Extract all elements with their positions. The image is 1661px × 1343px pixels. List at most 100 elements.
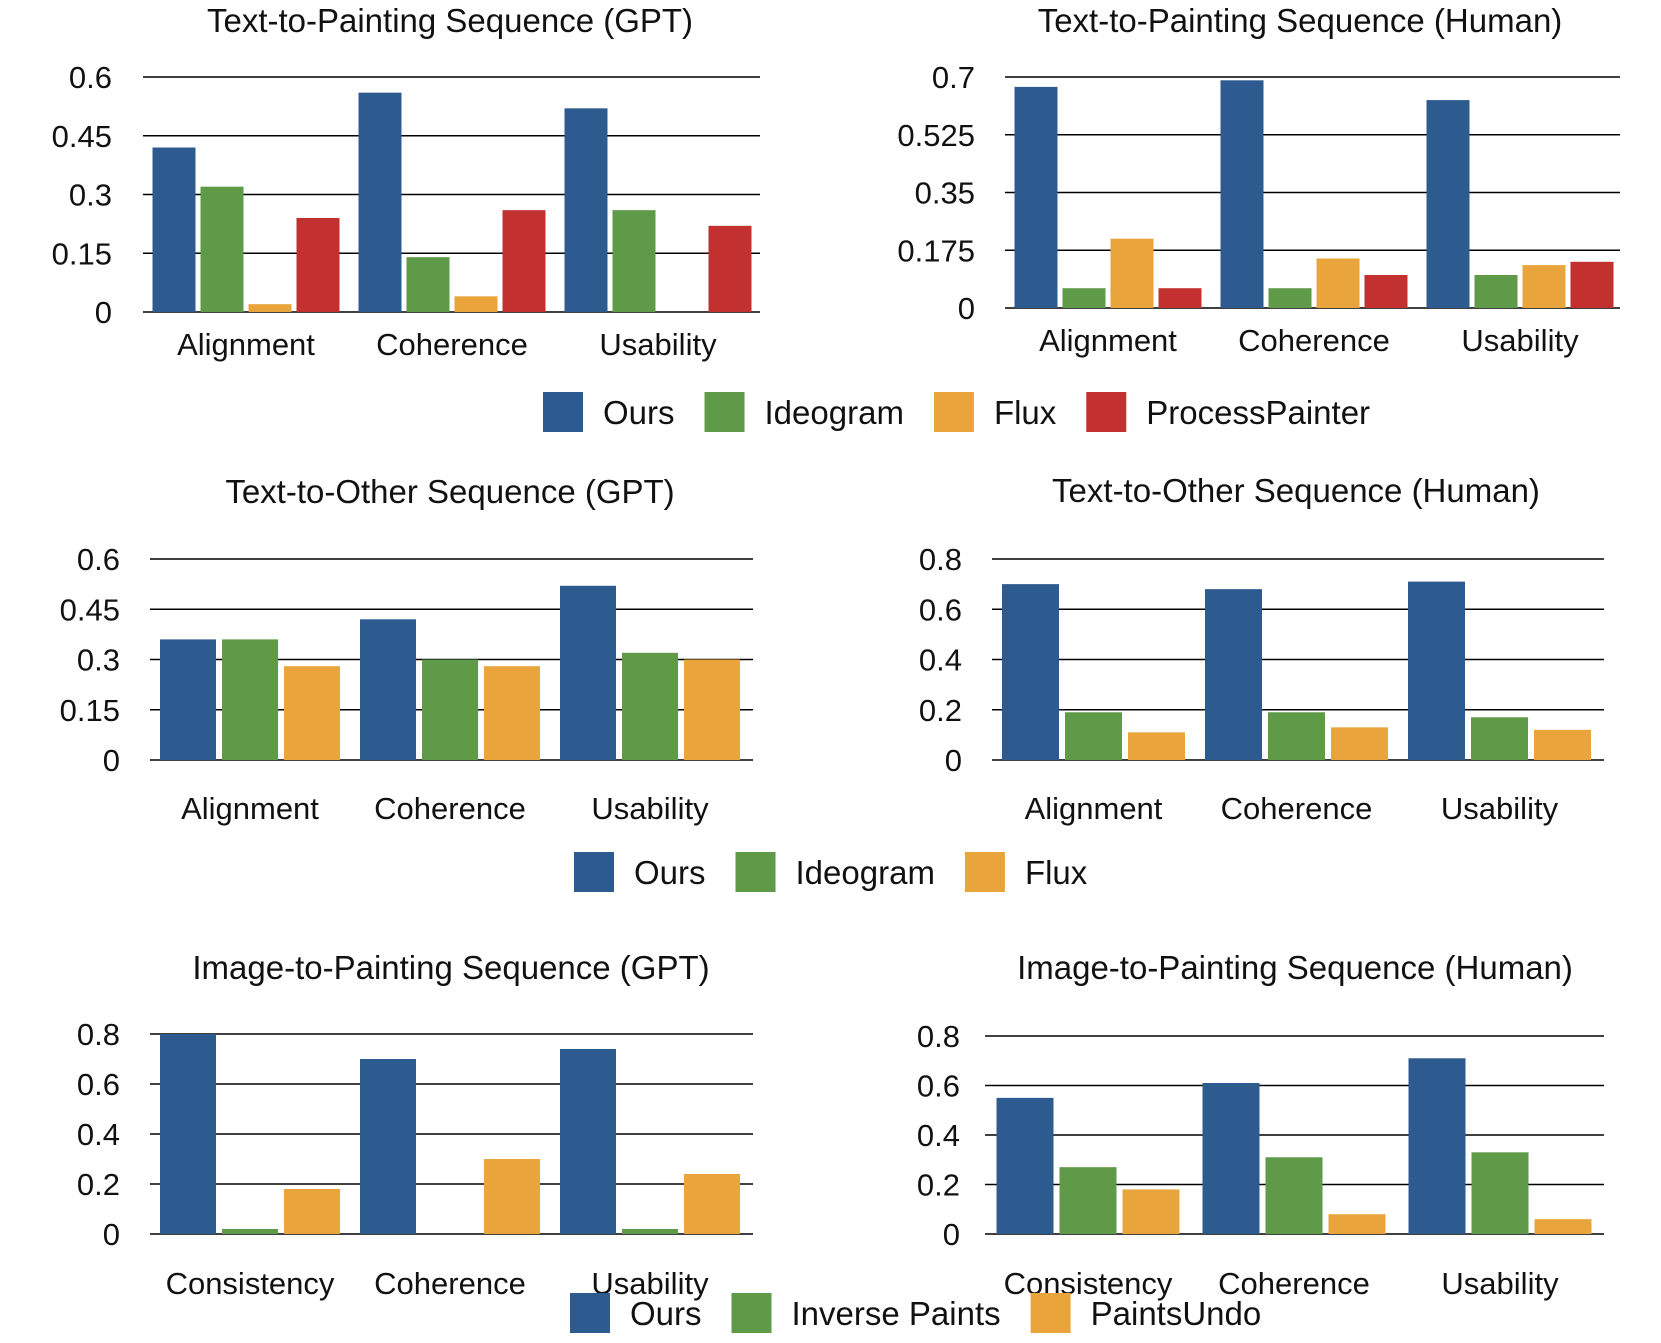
legend-label-ideogram: Ideogram bbox=[765, 394, 904, 431]
y-tick-label: 0 bbox=[95, 295, 112, 330]
legend-label-flux: Flux bbox=[994, 394, 1057, 431]
bar-ideogram bbox=[1471, 717, 1528, 760]
legend-label-ideogram: Ideogram bbox=[796, 854, 935, 891]
x-tick-label: Coherence bbox=[374, 791, 526, 826]
legend-3: Ours Inverse Paints PaintsUndo bbox=[570, 1293, 1261, 1333]
bar-processpainter bbox=[1570, 261, 1614, 308]
bar-processpainter bbox=[1158, 288, 1202, 308]
legend-swatch-flux bbox=[964, 852, 1005, 892]
legend-label-processpainter: ProcessPainter bbox=[1146, 394, 1370, 431]
bar-ideogram bbox=[200, 186, 244, 312]
bar-paintsundo bbox=[1328, 1214, 1386, 1234]
bar-ours bbox=[1014, 86, 1058, 309]
x-tick-label: Usability bbox=[1441, 791, 1559, 826]
chart-1: Text-to-Painting Sequence (GPT) 0 0.15 0.3 0… bbox=[52, 2, 760, 362]
y-tick-label: 0.8 bbox=[77, 1017, 120, 1052]
bar-ours bbox=[360, 619, 416, 760]
bar-ideogram bbox=[422, 659, 478, 760]
chart-title: Text-to-Painting Sequence (GPT) bbox=[207, 2, 693, 39]
chart-title: Text-to-Other Sequence (Human) bbox=[1052, 472, 1540, 509]
y-tick-label: 0.8 bbox=[919, 542, 962, 577]
x-tick-label: Usability bbox=[591, 1266, 709, 1301]
legend-swatch-ours bbox=[570, 1293, 610, 1333]
y-tick-label: 0.175 bbox=[897, 233, 975, 268]
x-tick-label: Coherence bbox=[1238, 323, 1390, 358]
bar-flux bbox=[1316, 258, 1360, 308]
x-tick-label: Coherence bbox=[376, 327, 528, 362]
chart-3: Text-to-Other Sequence (GPT) 0 0.15 0.3 0.45… bbox=[60, 473, 753, 826]
x-tick-label: Coherence bbox=[374, 1266, 526, 1301]
bar-ours bbox=[560, 1049, 616, 1234]
legend-swatch-ideogram bbox=[704, 392, 745, 432]
bar-inverse-paints bbox=[222, 1229, 278, 1234]
y-tick-label: 0.35 bbox=[915, 176, 975, 211]
chart-2: Text-to-Painting Sequence (Human) 0 0.175 0… bbox=[897, 2, 1620, 358]
bar-ideogram bbox=[1268, 712, 1325, 760]
y-tick-label: 0.15 bbox=[52, 236, 112, 271]
bar-inverse-paints bbox=[1471, 1152, 1529, 1234]
legend-swatch-processpainter bbox=[1086, 392, 1127, 432]
y-tick-label: 0.6 bbox=[917, 1069, 960, 1104]
bar-ours bbox=[996, 1097, 1054, 1234]
x-tick-label: Coherence bbox=[1218, 1266, 1370, 1301]
legend-swatch-paintsundo bbox=[1030, 1293, 1071, 1333]
y-tick-label: 0 bbox=[943, 1217, 960, 1252]
bar-ideogram bbox=[612, 210, 656, 312]
bar-flux bbox=[484, 666, 540, 760]
y-tick-label: 0 bbox=[103, 743, 120, 778]
legend-2: Ours Ideogram Flux bbox=[574, 852, 1088, 892]
x-tick-label: Alignment bbox=[1039, 323, 1177, 358]
bar-ours bbox=[560, 585, 616, 760]
x-tick-label: Usability bbox=[591, 791, 709, 826]
bar-ideogram bbox=[1065, 712, 1122, 760]
chart-title: Text-to-Other Sequence (GPT) bbox=[225, 473, 674, 510]
bar-ours bbox=[1408, 581, 1465, 760]
y-tick-label: 0.45 bbox=[52, 119, 112, 154]
bar-processpainter bbox=[502, 210, 546, 312]
bar-processpainter bbox=[708, 225, 752, 312]
y-tick-label: 0.2 bbox=[77, 1167, 120, 1202]
chart-4: Text-to-Other Sequence (Human) 0 0.2 0.4 0.6… bbox=[919, 472, 1604, 826]
bar-ours bbox=[152, 147, 196, 312]
legend-label-inverse-paints: Inverse Paints bbox=[792, 1295, 1001, 1332]
bar-ours bbox=[1205, 589, 1262, 760]
y-tick-label: 0.6 bbox=[77, 1067, 120, 1102]
legend-swatch-ideogram bbox=[735, 852, 776, 892]
bar-ours bbox=[1220, 80, 1264, 308]
bar-ideogram bbox=[1474, 275, 1518, 308]
legend-label-flux: Flux bbox=[1025, 854, 1088, 891]
y-tick-label: 0.6 bbox=[77, 542, 120, 577]
y-tick-label: 0.15 bbox=[60, 693, 120, 728]
bar-inverse-paints bbox=[1059, 1167, 1117, 1234]
bar-ours bbox=[360, 1059, 416, 1234]
legend-label-ours: Ours bbox=[630, 1295, 702, 1332]
legend-label-ours: Ours bbox=[603, 394, 675, 431]
bar-ours bbox=[160, 1034, 216, 1234]
bar-flux bbox=[684, 659, 740, 760]
bar-paintsundo bbox=[484, 1159, 540, 1234]
bar-paintsundo bbox=[1122, 1189, 1180, 1234]
bar-paintsundo bbox=[284, 1189, 340, 1234]
y-tick-label: 0.4 bbox=[919, 643, 962, 678]
x-tick-label: Consistency bbox=[166, 1266, 335, 1301]
y-tick-label: 0 bbox=[103, 1217, 120, 1252]
legend-swatch-ours bbox=[574, 852, 614, 892]
chart-5: Image-to-Painting Sequence (GPT) 0 0.2 0.4 0… bbox=[77, 949, 753, 1301]
bar-ideogram bbox=[222, 639, 278, 760]
legend-swatch-flux bbox=[933, 392, 974, 432]
bar-flux bbox=[1110, 238, 1154, 308]
chart-title: Text-to-Painting Sequence (Human) bbox=[1038, 2, 1563, 39]
legend-1: Ours Ideogram Flux ProcessPainter bbox=[543, 392, 1370, 432]
bar-processpainter bbox=[1364, 275, 1408, 308]
bar-ours bbox=[358, 92, 402, 313]
y-tick-label: 0.7 bbox=[932, 60, 975, 95]
bar-ideogram bbox=[406, 257, 450, 312]
bar-ideogram bbox=[1062, 288, 1106, 308]
bar-flux bbox=[1331, 727, 1388, 760]
y-tick-label: 0 bbox=[958, 291, 975, 326]
legend-swatch-ours bbox=[543, 392, 583, 432]
bar-flux bbox=[1534, 729, 1591, 760]
x-tick-label: Alignment bbox=[177, 327, 315, 362]
x-tick-label: Alignment bbox=[181, 791, 319, 826]
